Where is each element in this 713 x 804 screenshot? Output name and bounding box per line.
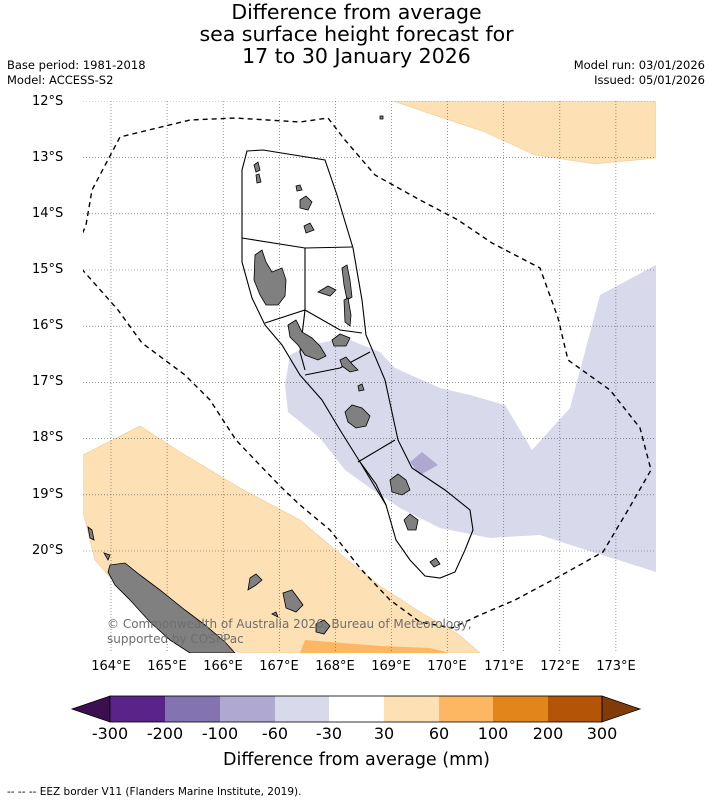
island-belep bbox=[87, 526, 95, 541]
colorbar-tick-label: 300 bbox=[586, 724, 618, 743]
island-torres bbox=[253, 161, 261, 173]
island-tanna bbox=[403, 513, 419, 531]
model-name: Model: ACCESS-S2 bbox=[7, 73, 114, 87]
island-pentecost bbox=[343, 297, 352, 327]
eez-footnote: -- -- -- EEZ border V11 (Flanders Marine… bbox=[7, 786, 302, 798]
island-efate bbox=[344, 404, 371, 429]
island-epi bbox=[339, 356, 359, 373]
colorbar-segment bbox=[439, 696, 493, 722]
lat-label: 15°S bbox=[32, 262, 64, 277]
island-vanua-lava bbox=[303, 222, 315, 234]
island-ambrym bbox=[331, 333, 351, 347]
lat-label: 20°S bbox=[32, 543, 64, 558]
colorbar-outline bbox=[109, 695, 603, 723]
lat-label: 12°S bbox=[32, 94, 64, 109]
island-motalava bbox=[295, 184, 303, 192]
lon-label: 169°E bbox=[371, 659, 411, 674]
lat-label: 16°S bbox=[32, 318, 64, 333]
title-line-3: 17 to 30 January 2026 bbox=[242, 44, 471, 68]
island-torres-2 bbox=[255, 173, 262, 184]
lon-label: 171°E bbox=[484, 659, 524, 674]
island-lifou bbox=[282, 589, 304, 613]
colorbar-title: Difference from average (mm) bbox=[222, 750, 491, 770]
meta-left: Base period: 1981-2018 Model: ACCESS-S2 bbox=[7, 58, 146, 88]
lat-label: 17°S bbox=[32, 374, 64, 389]
title-line-1: Difference from average bbox=[231, 0, 482, 24]
lon-label: 166°E bbox=[203, 659, 243, 674]
lat-label: 18°S bbox=[32, 430, 64, 445]
colorbar bbox=[70, 695, 642, 723]
island-erromango bbox=[389, 473, 411, 496]
colorbar-tick-label: 30 bbox=[373, 724, 395, 743]
island-malakula bbox=[287, 319, 327, 361]
island-ambae bbox=[317, 285, 337, 297]
island-tiga bbox=[271, 611, 279, 618]
island-ouvea bbox=[247, 573, 263, 591]
lat-label: 13°S bbox=[32, 150, 64, 165]
lat-label: 14°S bbox=[32, 206, 64, 221]
colorbar-tick-label: -60 bbox=[261, 724, 289, 743]
island-mare bbox=[315, 619, 331, 635]
colorbar-segment bbox=[165, 696, 220, 722]
map-area bbox=[83, 101, 656, 653]
lon-label: 173°E bbox=[596, 659, 636, 674]
island-maewo bbox=[341, 264, 353, 301]
island-small-1 bbox=[379, 115, 384, 120]
island-gaua bbox=[299, 195, 313, 211]
anomaly-negative-east bbox=[285, 265, 656, 572]
island-aneityum bbox=[429, 557, 441, 568]
colorbar-tick-label: -30 bbox=[315, 724, 343, 743]
lon-label: 172°E bbox=[540, 659, 580, 674]
island-aoba-small bbox=[357, 383, 365, 392]
colorbar-segment bbox=[220, 696, 275, 722]
model-run: Model run: 03/01/2026 bbox=[573, 58, 705, 72]
colorbar-tick-label: 200 bbox=[532, 724, 564, 743]
anomaly-moderate-positive-sw bbox=[300, 640, 450, 653]
meta-right: Model run: 03/01/2026 Issued: 05/01/2026 bbox=[574, 58, 705, 88]
colorbar-segment bbox=[110, 696, 165, 722]
island-espiritu-santo bbox=[253, 249, 287, 306]
issued-date: Issued: 05/01/2026 bbox=[594, 73, 705, 87]
lon-label: 164°E bbox=[91, 659, 131, 674]
base-period: Base period: 1981-2018 bbox=[7, 58, 146, 72]
colorbar-segment bbox=[275, 696, 329, 722]
lat-label: 19°S bbox=[32, 487, 64, 502]
colorbar-segment bbox=[329, 696, 384, 722]
anomaly-weak-negative-patch bbox=[410, 452, 438, 475]
eez-border bbox=[83, 117, 652, 629]
colorbar-tick-label: -100 bbox=[201, 724, 239, 743]
island-new-caledonia bbox=[107, 562, 236, 653]
island-north-nc bbox=[103, 552, 111, 561]
colorbar-extend-low bbox=[70, 695, 111, 723]
colorbar-segment bbox=[384, 696, 439, 722]
lon-label: 168°E bbox=[315, 659, 355, 674]
colorbar-tick-label: -300 bbox=[91, 724, 129, 743]
lon-label: 167°E bbox=[259, 659, 299, 674]
colorbar-tick-label: 100 bbox=[477, 724, 509, 743]
province-boundaries bbox=[241, 149, 474, 579]
colorbar-segment bbox=[493, 696, 548, 722]
copyright-notice: © Commonwealth of Australia 2026, Bureau… bbox=[107, 617, 472, 646]
anomaly-positive-ne bbox=[392, 101, 656, 165]
colorbar-tick-label: -200 bbox=[146, 724, 184, 743]
lon-label: 170°E bbox=[427, 659, 467, 674]
land-masses bbox=[87, 115, 441, 653]
lon-label: 165°E bbox=[147, 659, 187, 674]
colorbar-tick-label: 60 bbox=[428, 724, 450, 743]
colorbar-extend-high bbox=[601, 695, 642, 723]
colorbar-segment bbox=[548, 696, 602, 722]
title-line-2: sea surface height forecast for bbox=[199, 22, 514, 46]
